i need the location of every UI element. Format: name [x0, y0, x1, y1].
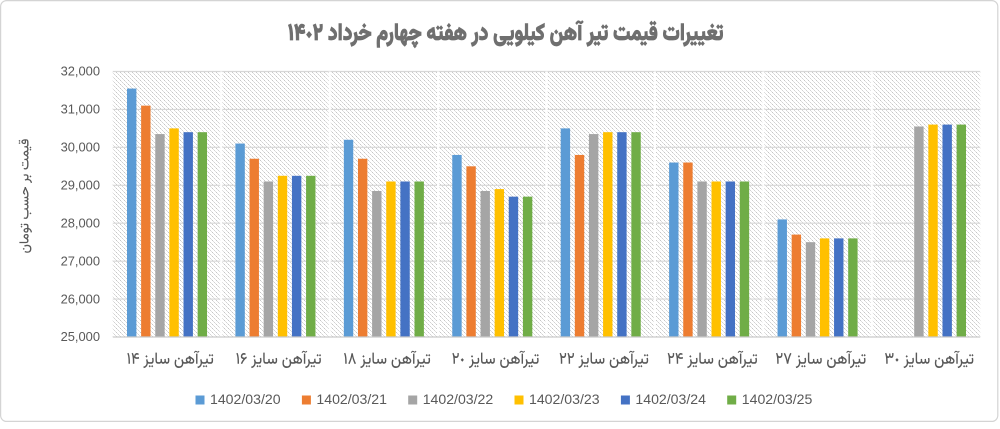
svg-text:1402/03/22: 1402/03/22: [423, 391, 494, 407]
svg-text:32,000: 32,000: [61, 64, 100, 79]
svg-text:28,000: 28,000: [61, 215, 100, 230]
svg-text:30,000: 30,000: [61, 140, 100, 155]
svg-text:31,000: 31,000: [61, 102, 100, 117]
svg-text:29,000: 29,000: [61, 177, 100, 192]
svg-text:1402/03/24: 1402/03/24: [635, 391, 706, 407]
svg-text:1402/03/25: 1402/03/25: [742, 391, 813, 407]
svg-text:26,000: 26,000: [61, 291, 100, 306]
svg-text:25,000: 25,000: [61, 329, 100, 344]
svg-text:1402/03/21: 1402/03/21: [316, 391, 387, 407]
svg-text:1402/03/20: 1402/03/20: [210, 391, 281, 407]
svg-text:27,000: 27,000: [61, 253, 100, 268]
svg-text:1402/03/23: 1402/03/23: [529, 391, 600, 407]
